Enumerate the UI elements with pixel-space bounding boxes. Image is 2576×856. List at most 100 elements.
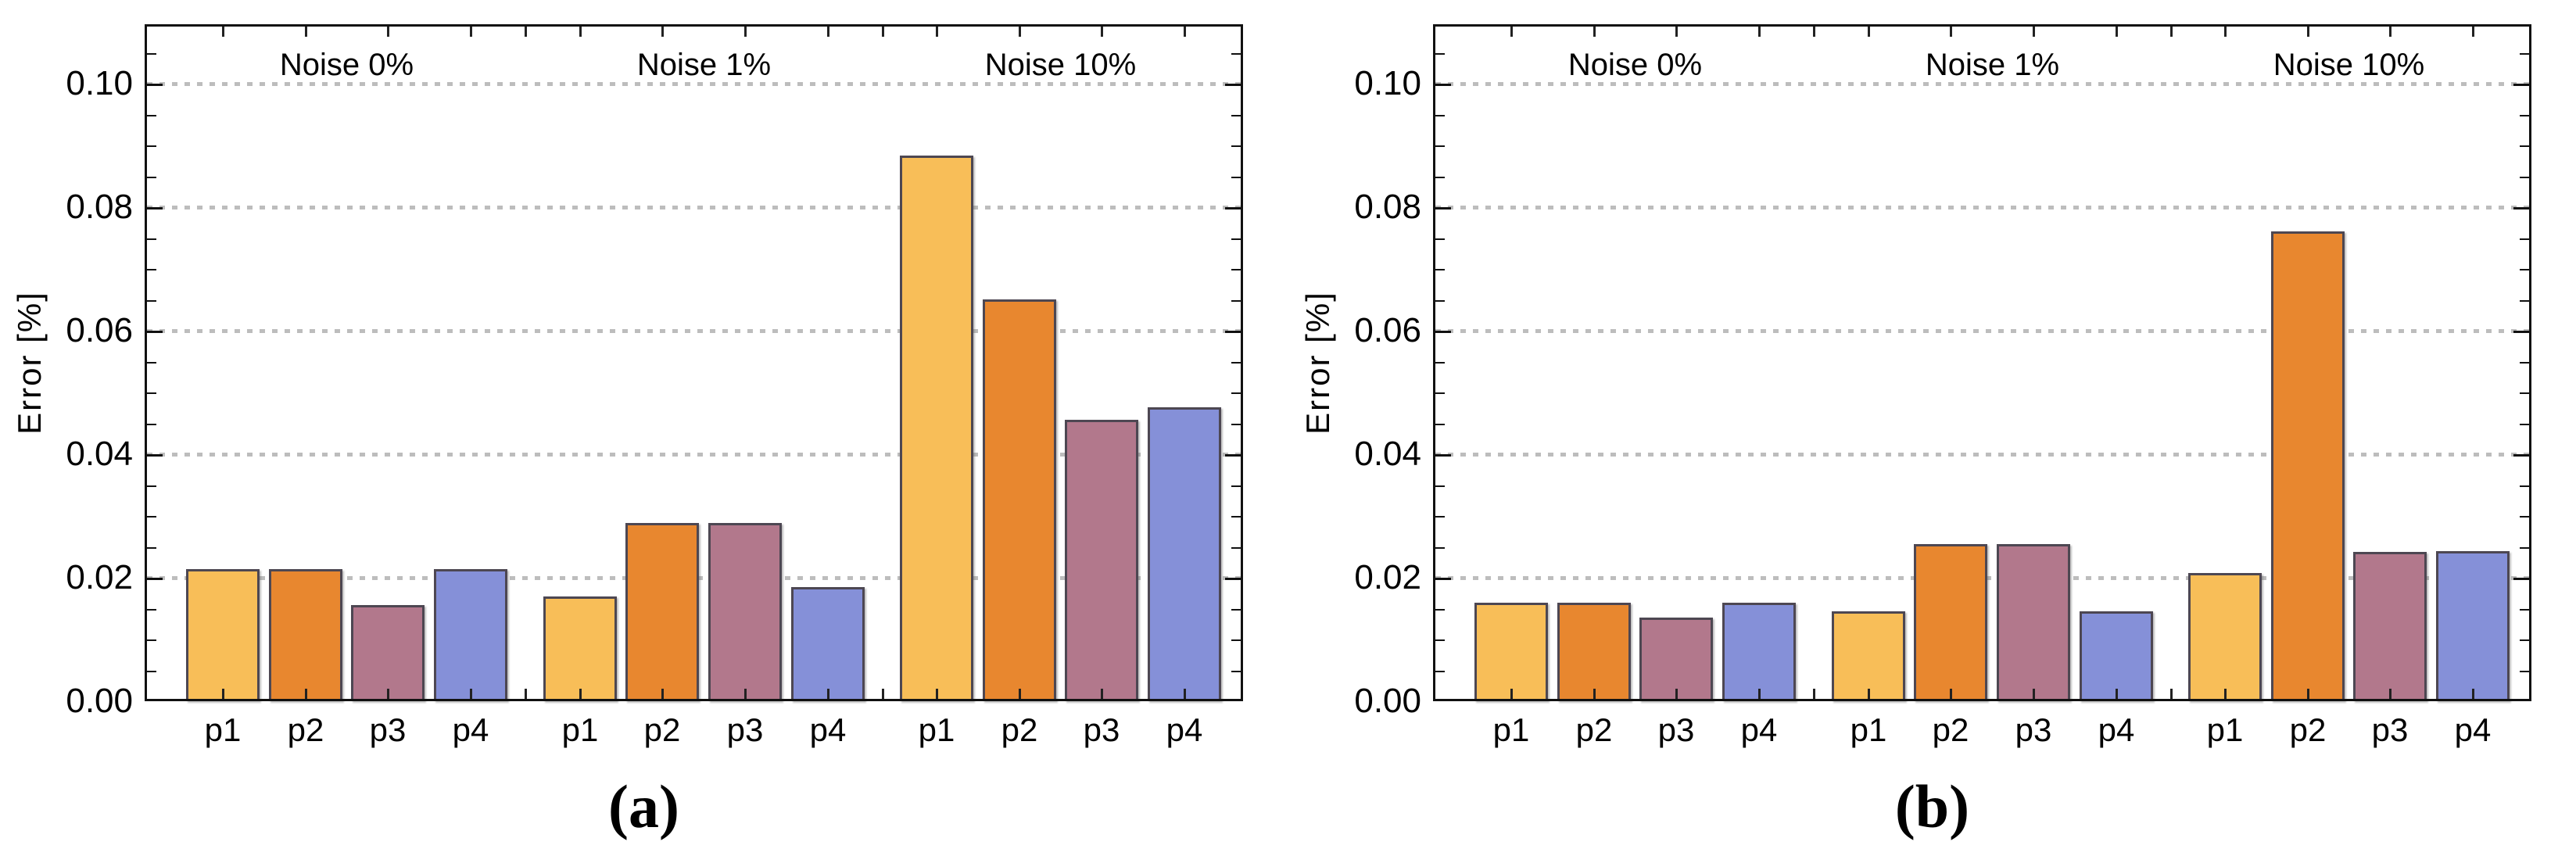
- y-minor-tick-right: [1231, 516, 1241, 518]
- x-top-tick: [2033, 27, 2035, 37]
- y-minor-tick-left: [1435, 269, 1445, 270]
- y-minor-tick-right: [2520, 299, 2529, 302]
- gridline-0.04: [1435, 453, 2529, 457]
- x-tick-label: p4: [809, 711, 847, 748]
- y-minor-tick-right: [2520, 361, 2529, 364]
- y-minor-tick-left: [1435, 423, 1445, 425]
- group-separator-top-tick: [2170, 27, 2173, 37]
- x-top-tick: [1184, 27, 1186, 37]
- y-minor-tick-left: [1435, 145, 1445, 147]
- x-tick-label: p2: [1932, 711, 1969, 748]
- x-bottom-tick: [1758, 689, 1761, 699]
- gridline-0.04: [147, 453, 1241, 457]
- y-minor-tick-left: [1435, 670, 1445, 672]
- y-tick-label: 0.00: [66, 682, 133, 720]
- y-minor-tick-left: [1435, 176, 1445, 178]
- bar-p2-group1: [625, 523, 699, 701]
- x-tick-label: p2: [1575, 711, 1613, 748]
- plot-area-a: Noise 0% Noise 1% Noise 10%: [145, 24, 1243, 701]
- bar-p3-group0: [1639, 618, 1713, 701]
- y-major-tick-left: [1435, 84, 1451, 86]
- x-top-tick: [2389, 27, 2391, 37]
- y-minor-tick-left: [147, 145, 156, 147]
- x-tick-label: p2: [2289, 711, 2327, 748]
- y-minor-tick-right: [1231, 269, 1241, 270]
- x-tick-label: p3: [1083, 711, 1120, 748]
- gridline-0.08: [147, 206, 1241, 210]
- x-tick-label: p2: [643, 711, 681, 748]
- bar-p4-group2: [2436, 551, 2510, 701]
- gridline-0.06: [1435, 329, 2529, 333]
- y-minor-tick-right: [2520, 423, 2529, 425]
- x-tick-label: p3: [2015, 711, 2052, 748]
- group-label-0: Noise 0%: [1567, 48, 1703, 82]
- x-top-tick: [1510, 27, 1513, 37]
- y-minor-tick-left: [1435, 238, 1445, 240]
- y-minor-tick-right: [1231, 546, 1241, 549]
- y-major-tick-left: [1435, 207, 1451, 210]
- group-label-0: Noise 0%: [279, 48, 414, 82]
- x-top-tick: [579, 27, 582, 37]
- group-label-1: Noise 1%: [636, 48, 772, 82]
- y-minor-tick-left: [1435, 299, 1445, 302]
- x-bottom-tick: [1868, 689, 1870, 699]
- x-top-tick: [1101, 27, 1103, 37]
- y-major-tick-left: [147, 207, 163, 210]
- y-minor-tick-right: [1231, 639, 1241, 641]
- y-tick-label: 0.02: [66, 558, 133, 596]
- y-minor-tick-right: [1231, 485, 1241, 487]
- bar-p2-group0: [1557, 603, 1631, 701]
- x-bottom-tick: [2389, 689, 2391, 699]
- x-bottom-tick: [744, 689, 747, 699]
- bar-p4-group1: [2080, 611, 2153, 701]
- x-bottom-tick: [661, 689, 664, 699]
- frame-top: [1433, 24, 2531, 27]
- x-tick-label: p1: [2206, 711, 2244, 748]
- y-minor-tick-left: [147, 546, 156, 549]
- y-major-tick-right: [1225, 207, 1241, 210]
- y-major-tick-left: [147, 454, 163, 457]
- x-bottom-tick: [1593, 689, 1596, 699]
- bar-p2-group2: [983, 299, 1056, 701]
- y-minor-tick-right: [1231, 238, 1241, 240]
- x-tick-label: p1: [204, 711, 242, 748]
- x-top-tick: [827, 27, 829, 37]
- y-minor-tick-right: [2520, 608, 2529, 611]
- y-minor-tick-left: [1435, 608, 1445, 611]
- bar-p4-group2: [1148, 407, 1221, 701]
- group-separator-top-tick: [525, 27, 527, 37]
- x-bottom-tick: [2116, 689, 2118, 699]
- y-tick-label: 0.02: [1354, 558, 1421, 596]
- x-tick-label: p4: [2454, 711, 2492, 748]
- x-bottom-tick: [222, 689, 224, 699]
- x-top-tick: [1758, 27, 1761, 37]
- y-minor-tick-right: [2520, 269, 2529, 270]
- x-tick-label: p3: [1657, 711, 1695, 748]
- y-minor-tick-right: [1231, 608, 1241, 611]
- frame-left: [145, 24, 147, 701]
- y-minor-tick-right: [1231, 176, 1241, 178]
- y-minor-tick-left: [147, 176, 156, 178]
- frame-top: [145, 24, 1243, 27]
- y-minor-tick-left: [147, 639, 156, 641]
- group-separator-bottom-tick: [2170, 689, 2173, 699]
- y-tick-label: 0.08: [1354, 188, 1421, 226]
- y-minor-tick-left: [147, 516, 156, 518]
- x-bottom-tick: [579, 689, 582, 699]
- y-minor-tick-left: [1435, 52, 1445, 55]
- x-tick-label: p3: [369, 711, 407, 748]
- x-bottom-tick: [2224, 689, 2227, 699]
- y-major-tick-right: [2513, 454, 2529, 457]
- x-top-tick: [387, 27, 389, 37]
- bar-p3-group1: [1997, 544, 2070, 701]
- x-top-tick: [2116, 27, 2118, 37]
- x-top-tick: [1950, 27, 1952, 37]
- bar-p3-group1: [708, 523, 782, 701]
- y-minor-tick-right: [2520, 670, 2529, 672]
- x-bottom-tick: [936, 689, 938, 699]
- y-minor-tick-left: [147, 670, 156, 672]
- y-major-tick-left: [147, 331, 163, 333]
- y-minor-tick-left: [147, 392, 156, 394]
- y-major-tick-right: [1225, 331, 1241, 333]
